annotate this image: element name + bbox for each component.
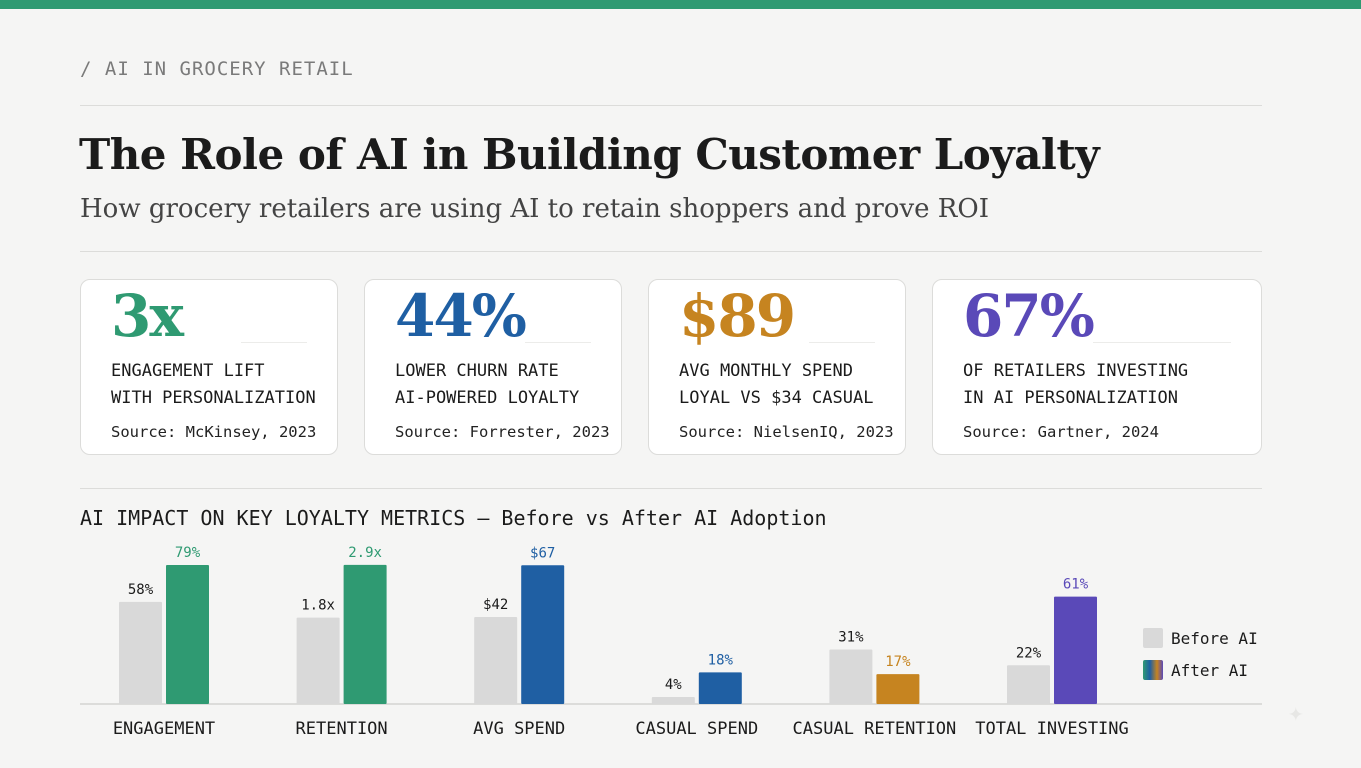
chart-title: AI IMPACT ON KEY LOYALTY METRICS — Befor…	[80, 506, 827, 530]
bar-before-3	[651, 696, 695, 704]
stat-label-line: AI-POWERED LOYALTY	[395, 388, 580, 408]
stat-card-spend: $89 AVG MONTHLY SPEND LOYAL VS $34 CASUA…	[648, 279, 906, 455]
stat-source: Source: McKinsey, 2023	[111, 423, 317, 441]
category-label-5: TOTAL INVESTING	[975, 719, 1129, 739]
data-label-before-1: 1.8x	[301, 598, 335, 614]
divider	[80, 251, 1262, 252]
data-label-before-4: 31%	[838, 629, 864, 645]
stat-value: 44%	[395, 282, 527, 350]
card-divider	[809, 342, 875, 343]
data-label-before-3: 4%	[665, 677, 682, 693]
legend-item-after: After AI	[1143, 654, 1258, 686]
data-label-after-1: 2.9x	[348, 545, 382, 561]
bar-chart: 58% 79% ENGAGEMENT 1.8x 2.9x RETENTION $42 $67 A…	[80, 545, 1262, 739]
stat-label: LOWER CHURN RATE AI-POWERED LOYALTY	[395, 358, 579, 412]
data-label-after-4: 17%	[885, 654, 911, 670]
stat-value: 3x	[111, 282, 184, 350]
page-title: The Role of AI in Building Customer Loya…	[79, 130, 1100, 179]
data-label-before-0: 58%	[128, 582, 154, 598]
stat-value: 67%	[963, 282, 1095, 350]
bar-before-0	[119, 601, 162, 704]
stat-label-line: IN AI PERSONALIZATION	[963, 388, 1178, 408]
stat-source: Source: Forrester, 2023	[395, 423, 610, 441]
bar-after-4	[876, 674, 920, 704]
category-label-3: CASUAL SPEND	[635, 719, 758, 739]
category-label-1: RETENTION	[296, 719, 388, 739]
stat-label: ENGAGEMENT LIFT WITH PERSONALIZATION	[111, 358, 316, 412]
data-label-before-5: 22%	[1016, 645, 1042, 661]
bar-after-3	[698, 672, 742, 704]
category-label-4: CASUAL RETENTION	[793, 719, 957, 739]
category-label-2: AVG SPEND	[473, 719, 565, 739]
stat-card-churn: 44% LOWER CHURN RATE AI-POWERED LOYALTY …	[364, 279, 622, 455]
card-divider	[241, 342, 307, 343]
bar-after-2	[521, 565, 565, 704]
legend-swatch-before	[1143, 628, 1163, 648]
legend-swatch-after	[1143, 660, 1163, 680]
stat-label-line: ENGAGEMENT LIFT	[111, 361, 265, 381]
stat-label: OF RETAILERS INVESTING IN AI PERSONALIZA…	[963, 358, 1188, 412]
bar-after-5	[1054, 596, 1097, 704]
legend-label: After AI	[1171, 660, 1249, 680]
section-eyebrow: / AI IN GROCERY RETAIL	[80, 58, 354, 80]
divider	[80, 488, 1262, 489]
category-label-0: ENGAGEMENT	[113, 719, 215, 739]
card-divider	[1093, 342, 1231, 343]
data-label-before-2: $42	[483, 597, 508, 613]
stat-label-line: LOYAL VS $34 CASUAL	[679, 388, 874, 408]
stat-source: Source: NielsenIQ, 2023	[679, 423, 894, 441]
stat-label-line: WITH PERSONALIZATION	[111, 388, 316, 408]
sparkle-icon: ✦	[1288, 698, 1304, 728]
data-label-after-5: 61%	[1063, 577, 1089, 593]
stat-value: $89	[679, 282, 796, 350]
data-label-after-0: 79%	[175, 545, 201, 561]
stat-label-line: AVG MONTHLY SPEND	[679, 361, 853, 381]
stat-label: AVG MONTHLY SPEND LOYAL VS $34 CASUAL	[679, 358, 873, 412]
bar-after-0	[166, 564, 209, 704]
legend-item-before: Before AI	[1143, 622, 1258, 654]
bar-before-1	[296, 617, 340, 704]
stat-card-investing: 67% OF RETAILERS INVESTING IN AI PERSONA…	[932, 279, 1262, 455]
data-label-after-3: 18%	[708, 652, 734, 668]
legend-label: Before AI	[1171, 628, 1258, 648]
data-label-after-2: $67	[530, 545, 555, 561]
stat-card-engagement: 3x ENGAGEMENT LIFT WITH PERSONALIZATION …	[80, 279, 338, 455]
divider	[80, 105, 1262, 106]
stat-label-line: OF RETAILERS INVESTING	[963, 361, 1189, 381]
stat-source: Source: Gartner, 2024	[963, 423, 1159, 441]
chart-legend: Before AI After AI	[1143, 622, 1258, 686]
stat-label-line: LOWER CHURN RATE	[395, 361, 559, 381]
bar-before-4	[829, 649, 873, 704]
page-subtitle: How grocery retailers are using AI to re…	[80, 194, 989, 224]
bar-before-5	[1007, 665, 1050, 704]
top-accent-bar	[0, 0, 1361, 9]
bar-before-2	[474, 617, 518, 704]
card-divider	[525, 342, 591, 343]
bar-after-1	[343, 564, 387, 704]
